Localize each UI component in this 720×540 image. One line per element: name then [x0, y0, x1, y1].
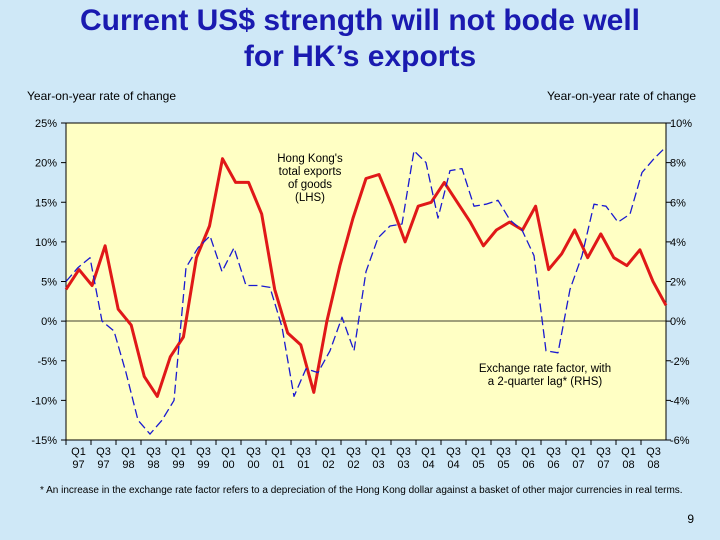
- lhs-tick-label: -10%: [31, 395, 57, 407]
- x-tick-label-year: 06: [547, 459, 559, 471]
- x-tick-label-year: 01: [272, 459, 284, 471]
- x-tick-label-quarter: Q3: [296, 446, 311, 458]
- exchange-rate-annotation-line: a 2-quarter lag* (RHS): [488, 376, 603, 388]
- x-tick-label-quarter: Q3: [446, 446, 461, 458]
- rhs-tick-label: -4%: [670, 395, 690, 407]
- x-tick-label-year: 06: [522, 459, 534, 471]
- x-tick-label-quarter: Q1: [621, 446, 636, 458]
- lhs-tick-label: -5%: [37, 356, 57, 368]
- x-tick-label-year: 05: [472, 459, 484, 471]
- x-tick-label-quarter: Q1: [371, 446, 386, 458]
- x-tick-label-year: 98: [122, 459, 134, 471]
- rhs-tick-label: 2%: [670, 277, 686, 289]
- lhs-tick-label: 15%: [35, 197, 57, 209]
- exchange-rate-series-line: [65, 146, 667, 435]
- x-axis: Q197Q397Q198Q398Q199Q399Q100Q300Q101Q301…: [65, 440, 661, 471]
- x-tick-label-year: 98: [147, 459, 159, 471]
- exports-annotation-line: total exports: [279, 166, 342, 178]
- rhs-tick-label: 8%: [670, 158, 686, 170]
- rhs-axis-title: Year-on-year rate of change: [547, 89, 696, 103]
- rhs-tick-label: -6%: [670, 435, 690, 447]
- footnote: * An increase in the exchange rate facto…: [40, 485, 683, 496]
- x-tick-label-year: 08: [622, 459, 634, 471]
- x-tick-label-year: 04: [447, 459, 459, 471]
- x-tick-label-year: 01: [297, 459, 309, 471]
- x-tick-label-quarter: Q1: [321, 446, 336, 458]
- series-group: [64, 146, 668, 435]
- x-tick-label-quarter: Q3: [396, 446, 411, 458]
- x-tick-label-year: 02: [347, 459, 359, 471]
- x-tick-label-year: 07: [597, 459, 609, 471]
- x-tick-label-quarter: Q1: [521, 446, 536, 458]
- x-tick-label-quarter: Q3: [146, 446, 161, 458]
- x-tick-label-year: 02: [322, 459, 334, 471]
- x-tick-label-year: 99: [197, 459, 209, 471]
- x-tick-label-year: 03: [372, 459, 384, 471]
- x-tick-label-quarter: Q1: [271, 446, 286, 458]
- x-tick-label-year: 05: [497, 459, 509, 471]
- rhs-tick-label: -2%: [670, 356, 690, 368]
- exports-annotation-line: (LHS): [295, 192, 325, 204]
- rhs-tick-label: 4%: [670, 237, 686, 249]
- x-tick-label-year: 00: [247, 459, 259, 471]
- lhs-tick-label: -15%: [31, 435, 57, 447]
- rhs-tick-label: 10%: [670, 118, 692, 130]
- rhs-axis: 10% 8% 6% 4% 2% 0% -2% -4% -6%: [666, 118, 692, 447]
- x-tick-label-year: 04: [422, 459, 434, 471]
- lhs-tick-label: 20%: [35, 158, 57, 170]
- x-tick-label-quarter: Q3: [546, 446, 561, 458]
- lhs-tick-label: 25%: [35, 118, 57, 130]
- title-line-1: Current US$ strength will not bode well: [79, 4, 641, 37]
- x-tick-label-year: 99: [172, 459, 184, 471]
- x-tick-label-quarter: Q3: [246, 446, 261, 458]
- x-tick-label-year: 00: [222, 459, 234, 471]
- lhs-axis-title: Year-on-year rate of change: [27, 89, 176, 103]
- x-tick-label-quarter: Q1: [171, 446, 186, 458]
- x-tick-label-quarter: Q1: [421, 446, 436, 458]
- exports-annotation-line: Hong Kong's: [277, 153, 343, 165]
- exports-series-line: [64, 157, 668, 398]
- x-tick-label-quarter: Q1: [571, 446, 586, 458]
- x-tick-label-quarter: Q3: [596, 446, 611, 458]
- lhs-tick-label: 0%: [41, 316, 57, 328]
- x-tick-label-quarter: Q3: [96, 446, 111, 458]
- title-line-2: for HK’s exports: [243, 40, 477, 73]
- x-tick-label-quarter: Q3: [646, 446, 661, 458]
- x-tick-label-quarter: Q1: [221, 446, 236, 458]
- x-tick-label-quarter: Q1: [121, 446, 136, 458]
- lhs-tick-label: 10%: [35, 237, 57, 249]
- x-tick-label-year: 97: [72, 459, 84, 471]
- x-tick-label-quarter: Q1: [71, 446, 86, 458]
- lhs-tick-label: 5%: [41, 277, 57, 289]
- exchange-rate-annotation-line: Exchange rate factor, with: [479, 363, 611, 375]
- x-tick-label-year: 97: [97, 459, 109, 471]
- page-number: 9: [687, 512, 694, 526]
- x-tick-label-quarter: Q1: [471, 446, 486, 458]
- rhs-tick-label: 0%: [670, 316, 686, 328]
- lhs-axis: 25% 20% 15% 10% 5% 0% -5% -10% -15%: [31, 118, 66, 447]
- x-tick-label-quarter: Q3: [196, 446, 211, 458]
- exports-annotation-line: of goods: [288, 179, 332, 191]
- x-tick-label-year: 07: [572, 459, 584, 471]
- x-tick-label-quarter: Q3: [496, 446, 511, 458]
- rhs-tick-label: 6%: [670, 197, 686, 209]
- x-tick-label-quarter: Q3: [346, 446, 361, 458]
- x-tick-label-year: 03: [397, 459, 409, 471]
- x-tick-label-year: 08: [647, 459, 659, 471]
